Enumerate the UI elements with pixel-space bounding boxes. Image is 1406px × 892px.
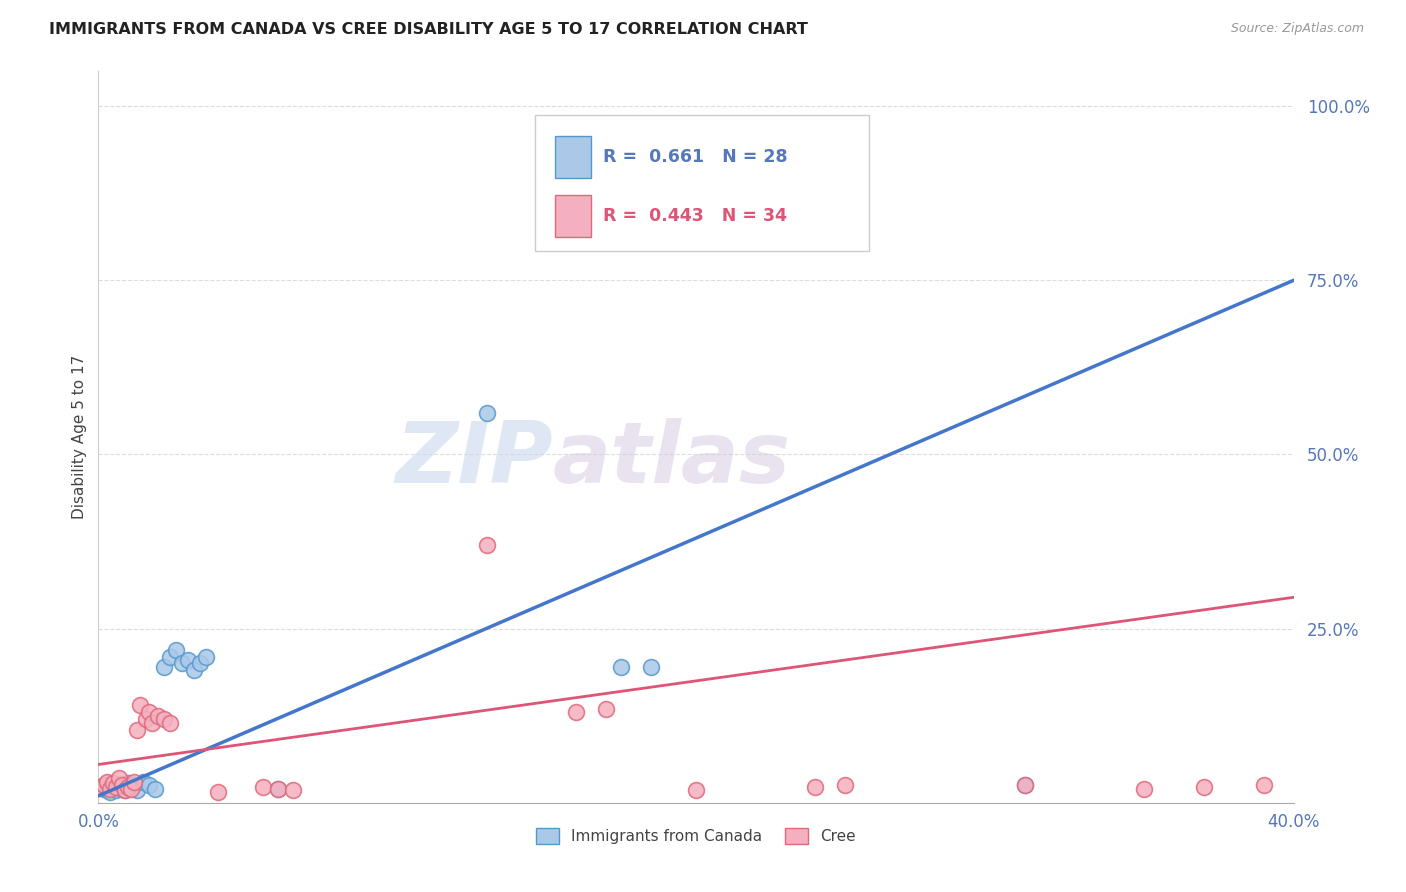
Point bbox=[120, 780, 142, 795]
Point bbox=[804, 780, 827, 795]
Bar bbox=[555, 136, 591, 178]
Point bbox=[117, 780, 139, 795]
Point bbox=[475, 538, 498, 552]
Point bbox=[153, 712, 176, 726]
Point bbox=[188, 657, 211, 671]
Point bbox=[207, 785, 229, 799]
Text: ZIP: ZIP bbox=[395, 417, 553, 500]
Point bbox=[90, 780, 112, 795]
Point bbox=[105, 783, 128, 797]
Point bbox=[159, 715, 181, 730]
Point bbox=[267, 781, 290, 796]
Point bbox=[1253, 778, 1275, 792]
Point bbox=[138, 778, 160, 792]
Point bbox=[252, 780, 274, 795]
Text: atlas: atlas bbox=[553, 417, 790, 500]
Point bbox=[610, 660, 633, 674]
Point bbox=[111, 781, 134, 796]
Y-axis label: Disability Age 5 to 17: Disability Age 5 to 17 bbox=[72, 355, 87, 519]
Point bbox=[281, 783, 304, 797]
Point bbox=[165, 642, 187, 657]
Point bbox=[1014, 778, 1036, 792]
Point bbox=[1133, 781, 1156, 796]
Text: Source: ZipAtlas.com: Source: ZipAtlas.com bbox=[1230, 22, 1364, 36]
FancyBboxPatch shape bbox=[534, 115, 869, 251]
Point bbox=[111, 778, 134, 792]
Point bbox=[172, 657, 194, 671]
Point bbox=[103, 776, 125, 790]
Point bbox=[108, 772, 131, 786]
Point bbox=[177, 653, 200, 667]
Point bbox=[159, 649, 181, 664]
Point bbox=[565, 705, 588, 719]
Text: IMMIGRANTS FROM CANADA VS CREE DISABILITY AGE 5 TO 17 CORRELATION CHART: IMMIGRANTS FROM CANADA VS CREE DISABILIT… bbox=[49, 22, 808, 37]
Point bbox=[141, 715, 163, 730]
Point bbox=[96, 775, 118, 789]
Point bbox=[148, 708, 170, 723]
Point bbox=[1192, 780, 1215, 795]
Point bbox=[153, 660, 176, 674]
Point bbox=[195, 649, 218, 664]
Point bbox=[127, 723, 149, 737]
Point bbox=[93, 778, 115, 792]
Point bbox=[98, 785, 122, 799]
Point bbox=[685, 783, 707, 797]
Point bbox=[143, 781, 166, 796]
Bar bbox=[555, 194, 591, 237]
Point bbox=[138, 705, 160, 719]
Point bbox=[120, 781, 142, 796]
Point bbox=[1014, 778, 1036, 792]
Point bbox=[834, 778, 856, 792]
Point bbox=[117, 776, 139, 790]
Point bbox=[132, 775, 155, 789]
Point bbox=[124, 775, 146, 789]
Point bbox=[98, 781, 122, 796]
Point bbox=[124, 778, 146, 792]
Point bbox=[93, 781, 115, 796]
Point bbox=[96, 783, 118, 797]
Text: R =  0.661   N = 28: R = 0.661 N = 28 bbox=[603, 148, 787, 166]
Point bbox=[129, 698, 152, 713]
Point bbox=[105, 780, 128, 795]
Point bbox=[183, 664, 205, 678]
Point bbox=[108, 778, 131, 792]
Point bbox=[640, 660, 662, 674]
Point bbox=[114, 783, 136, 797]
Point bbox=[595, 702, 617, 716]
Legend: Immigrants from Canada, Cree: Immigrants from Canada, Cree bbox=[530, 822, 862, 850]
Point bbox=[475, 406, 498, 420]
Text: R =  0.443   N = 34: R = 0.443 N = 34 bbox=[603, 207, 787, 225]
Point bbox=[103, 780, 125, 795]
Point bbox=[267, 781, 290, 796]
Point bbox=[127, 783, 149, 797]
Point bbox=[114, 783, 136, 797]
Point bbox=[135, 712, 157, 726]
